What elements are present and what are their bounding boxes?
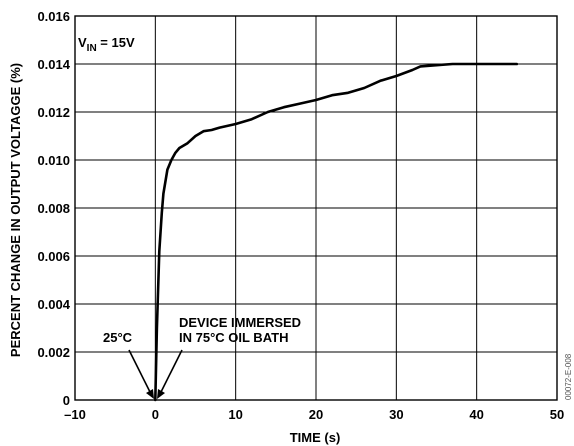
y-tick-label: 0 [63,393,70,408]
annotation-vin: VIN = 15V [78,35,135,54]
y-axis-label: PERCENT CHANGE IN OUTPUT VOLTAGGE (%) [8,63,23,357]
grid [74,15,558,401]
figure-id: 00072-E-008 [564,353,573,400]
x-tick-label: 10 [228,407,242,422]
y-tick-label: 0.008 [37,201,70,216]
annotation-vin-sub: IN [87,43,97,54]
annotation-immersed-line2: IN 75°C OIL BATH [179,330,288,345]
y-tick-labels: 0 0.002 0.004 0.006 0.008 0.010 0.012 0.014 0.01… [37,9,70,408]
x-tick-label: 50 [550,407,564,422]
x-tick-labels: –10 0 10 20 30 40 50 [64,407,564,422]
x-tick-label: –10 [64,407,86,422]
y-tick-label: 0.010 [37,153,70,168]
series-line [154,62,519,402]
x-tick-label: 40 [469,407,483,422]
annotation-arrow-left [128,349,154,399]
annotation-arrow-right [157,349,183,399]
annotation-vin-main: V [78,35,87,50]
y-tick-label: 0.004 [37,297,70,312]
y-tick-label: 0.012 [37,105,70,120]
annotation-temp-left: 25°C [103,330,133,345]
y-tick-label: 0.016 [37,9,70,24]
y-tick-label: 0.002 [37,345,70,360]
x-tick-label: 30 [389,407,403,422]
y-tick-label: 0.014 [37,57,70,72]
x-tick-label: 0 [152,407,159,422]
annotation-vin-rest: = 15V [97,35,135,50]
y-tick-label: 0.006 [37,249,70,264]
x-axis-label: TIME (s) [290,430,341,445]
plot-frame [74,15,558,401]
x-tick-label: 20 [309,407,323,422]
annotation-immersed-line1: DEVICE IMMERSED [179,315,301,330]
